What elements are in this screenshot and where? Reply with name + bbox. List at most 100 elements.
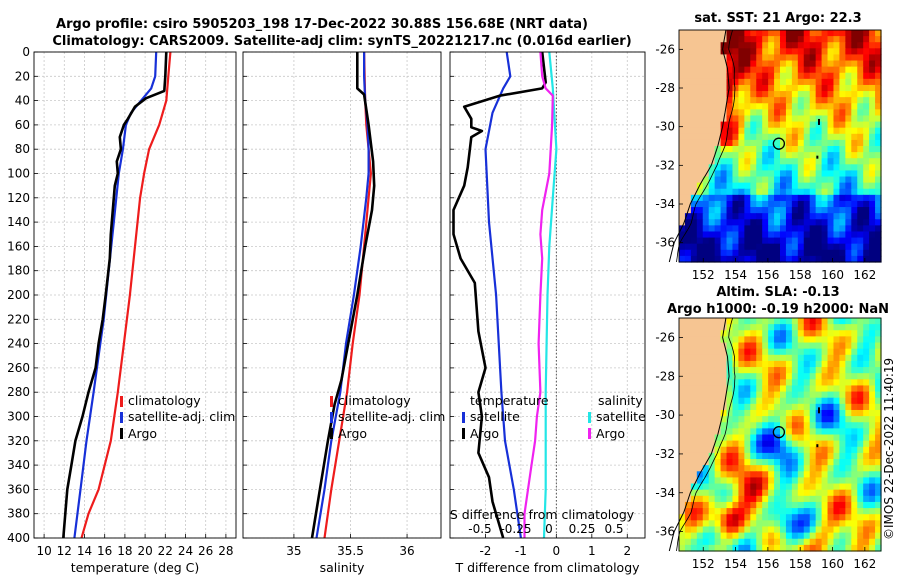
- data-cell: [791, 526, 799, 534]
- data-cell: [708, 207, 716, 214]
- data-cell: [863, 391, 870, 399]
- island-marker: [816, 444, 819, 448]
- data-cell: [809, 465, 817, 472]
- data-cell: [768, 54, 775, 62]
- data-cell: [857, 416, 864, 423]
- data-cell: [809, 200, 817, 208]
- data-cell: [785, 446, 793, 454]
- data-cell: [768, 91, 775, 98]
- data-cell: [851, 373, 858, 380]
- data-cell: [780, 391, 787, 399]
- data-cell: [797, 483, 805, 491]
- data-cell: [756, 182, 763, 190]
- data-cell: [774, 36, 781, 43]
- data-cell: [875, 115, 882, 123]
- data-cell: [768, 526, 775, 534]
- data-cell: [768, 133, 775, 141]
- data-cell: [714, 483, 722, 491]
- data-cell: [875, 379, 882, 387]
- data-cell: [768, 330, 775, 337]
- data-cell: [791, 109, 799, 117]
- land-cell: [702, 397, 710, 405]
- data-cell: [774, 54, 781, 62]
- data-cell: [869, 483, 876, 491]
- data-cell: [768, 360, 775, 368]
- data-cell: [690, 231, 698, 239]
- data-cell: [744, 483, 751, 491]
- data-cell: [845, 477, 852, 485]
- data-cell: [738, 231, 745, 239]
- data-cell: [809, 501, 817, 509]
- land-cell: [690, 391, 698, 399]
- data-cell: [791, 434, 799, 442]
- data-cell: [875, 465, 882, 472]
- land-cell: [684, 36, 692, 43]
- land-cell: [702, 367, 710, 374]
- data-cell: [785, 434, 793, 442]
- data-cell: [809, 508, 817, 515]
- data-cell: [863, 60, 870, 68]
- data-cell: [809, 391, 817, 399]
- land-cell: [690, 30, 698, 37]
- data-cell: [791, 213, 799, 220]
- data-cell: [708, 538, 716, 546]
- data-cell: [797, 152, 805, 159]
- data-cell: [744, 416, 751, 423]
- legend-label-argo: Argo: [338, 426, 367, 441]
- data-cell: [821, 48, 829, 56]
- land-cell: [696, 324, 704, 331]
- data-cell: [714, 465, 722, 472]
- data-cell: [797, 213, 805, 220]
- data-cell: [756, 379, 763, 387]
- data-cell: [869, 336, 876, 344]
- data-cell: [708, 164, 716, 172]
- land-cell: [690, 66, 698, 74]
- data-cell: [774, 501, 781, 509]
- data-cell: [821, 91, 829, 98]
- data-cell: [726, 146, 734, 153]
- data-cell: [797, 54, 805, 62]
- data-cell: [785, 127, 793, 135]
- data-cell: [827, 176, 835, 184]
- data-cell: [738, 446, 745, 454]
- data-cell: [708, 520, 716, 528]
- data-cell: [774, 225, 781, 233]
- data-cell: [815, 422, 823, 429]
- data-cell: [821, 348, 829, 356]
- data-cell: [803, 133, 811, 141]
- data-cell: [821, 146, 829, 153]
- data-cell: [720, 452, 728, 460]
- data-cell: [797, 416, 805, 423]
- data-cell: [797, 489, 805, 497]
- data-cell: [869, 489, 876, 497]
- data-cell: [768, 255, 775, 263]
- data-cell: [696, 526, 704, 534]
- isobath-contour: [676, 29, 736, 263]
- data-cell: [738, 48, 745, 56]
- data-cell: [857, 243, 864, 251]
- data-cell: [726, 127, 734, 135]
- sst-map-title: sat. SST: 21 Argo: 22.3: [694, 11, 861, 26]
- depth-tick-label: 340: [7, 458, 30, 472]
- land-cell: [684, 176, 692, 184]
- data-cell: [791, 152, 799, 159]
- land-cell: [714, 373, 722, 380]
- data-cell: [869, 164, 876, 172]
- data-cell: [839, 391, 846, 399]
- data-cell: [702, 532, 710, 540]
- data-cell: [839, 36, 846, 43]
- data-cell: [869, 459, 876, 466]
- data-cell: [809, 170, 817, 178]
- data-cell: [756, 428, 763, 436]
- data-cell: [839, 176, 846, 184]
- data-cell: [797, 471, 805, 479]
- data-cell: [714, 182, 722, 190]
- data-cell: [857, 237, 864, 245]
- data-cell: [780, 42, 787, 49]
- data-cell: [750, 194, 757, 202]
- data-cell: [845, 544, 852, 552]
- data-cell: [720, 158, 728, 165]
- land-cell: [684, 158, 692, 165]
- data-cell: [863, 139, 870, 147]
- data-cell: [863, 532, 870, 540]
